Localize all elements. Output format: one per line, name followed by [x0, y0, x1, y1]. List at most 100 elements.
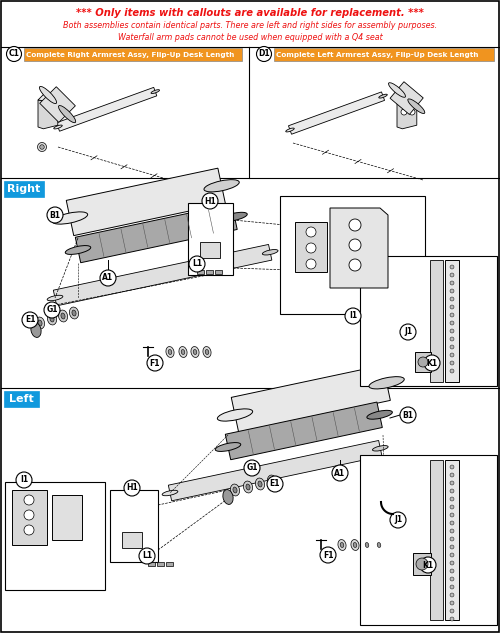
Bar [274, 48, 494, 61]
Circle shape [306, 259, 316, 269]
Circle shape [16, 472, 32, 488]
Bar [1, 178, 499, 388]
Bar [215, 270, 222, 274]
Bar [360, 455, 497, 625]
Circle shape [450, 281, 454, 285]
Text: C1: C1 [8, 49, 20, 58]
Circle shape [450, 361, 454, 365]
Ellipse shape [353, 542, 357, 548]
Text: H1: H1 [126, 484, 138, 492]
Bar [197, 270, 204, 274]
Circle shape [450, 313, 454, 317]
Text: E1: E1 [270, 480, 280, 489]
Bar [166, 562, 173, 566]
Bar [1, 388, 499, 633]
Bar [445, 260, 459, 382]
Circle shape [320, 547, 336, 563]
Circle shape [450, 489, 454, 493]
Ellipse shape [216, 442, 240, 451]
Ellipse shape [286, 128, 294, 132]
Ellipse shape [372, 446, 388, 451]
Ellipse shape [218, 409, 252, 421]
Circle shape [22, 312, 38, 328]
Bar [24, 48, 242, 61]
Bar [430, 460, 443, 620]
Ellipse shape [47, 295, 63, 301]
Circle shape [332, 465, 348, 481]
Circle shape [40, 145, 44, 149]
Circle shape [450, 481, 454, 485]
Circle shape [24, 510, 34, 520]
Circle shape [24, 525, 34, 535]
Ellipse shape [408, 99, 425, 113]
Circle shape [44, 302, 60, 318]
Text: F1: F1 [150, 358, 160, 368]
Circle shape [202, 193, 218, 209]
Text: Right: Right [8, 184, 40, 194]
Polygon shape [54, 244, 272, 306]
Text: J1: J1 [404, 327, 412, 337]
Bar [157, 562, 164, 566]
Ellipse shape [151, 90, 160, 94]
Text: Left: Left [8, 394, 34, 404]
Ellipse shape [256, 478, 264, 490]
Circle shape [147, 355, 163, 371]
Text: I1: I1 [349, 311, 357, 320]
Ellipse shape [363, 539, 371, 551]
Bar [148, 562, 155, 566]
Circle shape [349, 219, 361, 231]
Ellipse shape [66, 246, 90, 254]
Circle shape [450, 265, 454, 269]
Text: Both assemblies contain identical parts. There are left and right sides for asse: Both assemblies contain identical parts.… [63, 22, 437, 30]
Circle shape [47, 207, 63, 223]
Polygon shape [226, 402, 382, 460]
Text: Waterfall arm pads cannot be used when equipped with a Q4 seat: Waterfall arm pads cannot be used when e… [118, 34, 382, 42]
Circle shape [306, 227, 316, 237]
Ellipse shape [181, 349, 185, 354]
Ellipse shape [369, 377, 404, 389]
Ellipse shape [268, 475, 276, 487]
Bar [4, 181, 44, 197]
Bar [295, 222, 327, 272]
Text: Complete Right Armrest Assy, Flip-Up Desk Length: Complete Right Armrest Assy, Flip-Up Des… [26, 51, 234, 58]
Circle shape [409, 109, 415, 115]
Circle shape [24, 495, 34, 505]
Text: F1: F1 [323, 551, 333, 560]
Circle shape [6, 46, 22, 61]
Circle shape [416, 558, 428, 570]
Ellipse shape [191, 346, 199, 358]
Circle shape [424, 355, 440, 371]
Circle shape [450, 569, 454, 573]
Circle shape [450, 369, 454, 373]
Ellipse shape [367, 410, 392, 419]
Ellipse shape [375, 539, 383, 551]
Ellipse shape [54, 125, 62, 129]
Bar [360, 256, 497, 386]
Ellipse shape [377, 542, 381, 548]
Ellipse shape [52, 212, 88, 224]
Circle shape [345, 308, 361, 324]
Ellipse shape [379, 94, 388, 98]
Ellipse shape [166, 346, 174, 358]
Circle shape [244, 460, 260, 476]
Circle shape [450, 609, 454, 613]
Bar [445, 460, 459, 620]
Bar [122, 532, 142, 548]
Circle shape [267, 476, 283, 492]
Polygon shape [38, 100, 58, 128]
Bar [280, 196, 425, 314]
Circle shape [450, 521, 454, 525]
Circle shape [189, 256, 205, 272]
Ellipse shape [258, 481, 262, 487]
Ellipse shape [365, 542, 369, 548]
Circle shape [450, 465, 454, 469]
Text: K1: K1 [426, 358, 438, 368]
Circle shape [450, 337, 454, 341]
Circle shape [450, 273, 454, 277]
Circle shape [450, 329, 454, 333]
Bar [415, 352, 431, 372]
Circle shape [38, 142, 46, 151]
Ellipse shape [48, 313, 56, 325]
Text: K1: K1 [422, 560, 434, 570]
Text: B1: B1 [402, 410, 413, 420]
